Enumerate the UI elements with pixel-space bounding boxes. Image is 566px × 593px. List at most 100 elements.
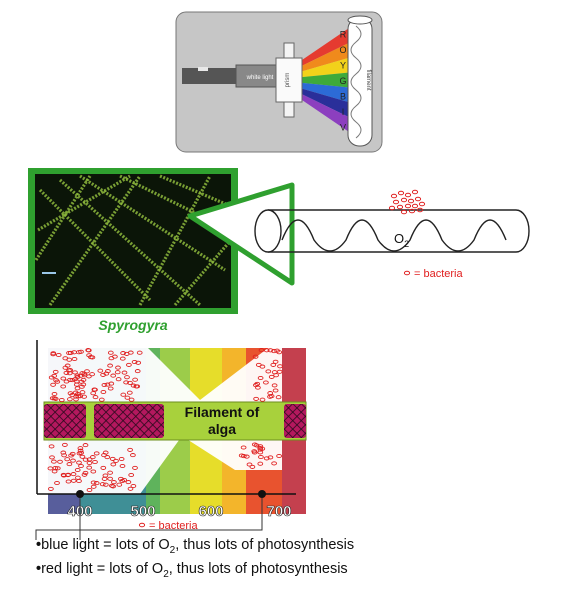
bacterium [70,472,77,477]
bacterium [77,446,84,451]
bacterium [86,353,92,358]
spyrogyra-caption: Spyrogyra [98,317,167,333]
bacterium [130,453,136,458]
bacterium [257,461,264,466]
bacterium [55,352,62,358]
bacterium [48,375,55,380]
spectrum-ray [302,82,352,104]
bacterium [73,397,79,402]
algae-strand [48,175,142,306]
bacterium [51,391,58,397]
bacterium [100,389,107,395]
bacterium [102,450,109,455]
chloroplast-spiral [281,219,507,252]
bacterium [68,453,74,458]
bacterium [51,459,57,464]
bacterium [131,359,138,365]
bacterium [80,382,87,387]
algae-strand [159,174,229,207]
wavelength-tick-label: 500 [130,503,155,520]
bacteria-region-top [48,348,282,404]
prism-plate [275,57,303,103]
bacterium [86,457,93,462]
bacterium [79,454,86,459]
bacterium [265,369,272,374]
bacterium [104,382,111,387]
bacterium [79,371,86,376]
bacterium [400,197,408,203]
bacterium [263,380,269,385]
bacterium [72,390,79,395]
bacterium [60,472,67,477]
bacterium [257,447,264,452]
bacterium [90,391,97,396]
bacterium [400,209,408,215]
bacterium [276,350,283,355]
bacterium [416,207,424,213]
bacterium [271,383,278,388]
bacterium [51,396,58,401]
bacterium [98,397,105,402]
bacterium [70,478,77,483]
bacterium [127,380,133,385]
bacterium [388,205,396,211]
filament-tube-top [347,15,373,25]
bacterium [60,450,67,455]
bacterium [253,396,259,401]
marker-400 [76,490,84,498]
bacterium [84,369,90,374]
bacterium [118,456,125,462]
bacterium [130,483,137,489]
bacterium [92,395,99,400]
bacterium [251,442,258,447]
bacterium [132,465,138,470]
bacterium [132,377,138,382]
bacterium [121,477,128,483]
bacterium [105,369,111,374]
bacterium [112,354,118,359]
bacterium [258,454,264,460]
bacterium [111,480,117,485]
bacterium [127,486,134,491]
bacterium [82,443,89,448]
bacterium [263,456,270,461]
bacterium [407,198,415,204]
scale-bar [42,272,56,274]
bacterium [102,482,109,487]
bacterium [65,479,72,484]
algae-strand [79,174,226,272]
note-connector-red [35,498,263,540]
action-spectrum-diagram: Filament of alga 400 500 600 700 = bacteria [35,340,307,540]
bacterium [82,457,89,462]
bacterium [107,386,114,391]
bacterium [110,484,116,489]
bacterium [97,368,104,373]
bacterium [92,459,98,465]
algae-strand [37,174,131,232]
bacterium [123,380,129,385]
bacterium [50,352,57,357]
bacterium [99,482,106,487]
bacterium [86,487,93,493]
bacterium [62,356,69,361]
spectrum-letter: Y [340,61,346,71]
bacterium [115,377,122,382]
bacterium [397,190,405,196]
bacterium [66,462,73,467]
spectrum-rays [302,26,352,134]
filament-label: filament [365,69,371,90]
bacterium [72,370,78,375]
bacterium [48,444,55,449]
bacterium [404,192,412,198]
bacterium [268,374,275,379]
bacterium [135,360,142,365]
filament-cylinder-left-end [254,209,282,253]
wavelength-ticks: 400 500 600 700 [67,503,292,521]
bacterium [414,196,422,202]
bacterium [267,348,274,353]
bacterium [90,484,97,489]
bacterium [74,467,81,473]
bacterium [272,359,279,364]
bacterium [54,480,60,486]
bacterium [120,351,126,356]
